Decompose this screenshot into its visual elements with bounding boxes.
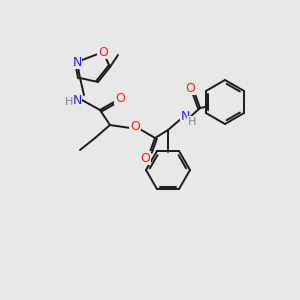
Text: O: O xyxy=(130,121,140,134)
Text: H: H xyxy=(65,97,73,107)
Text: O: O xyxy=(185,82,195,94)
Text: N: N xyxy=(72,94,82,106)
Text: O: O xyxy=(140,152,150,164)
Text: H: H xyxy=(188,117,196,127)
Text: O: O xyxy=(115,92,125,104)
Text: N: N xyxy=(72,56,82,68)
Text: N: N xyxy=(180,110,190,122)
Text: O: O xyxy=(98,46,108,59)
